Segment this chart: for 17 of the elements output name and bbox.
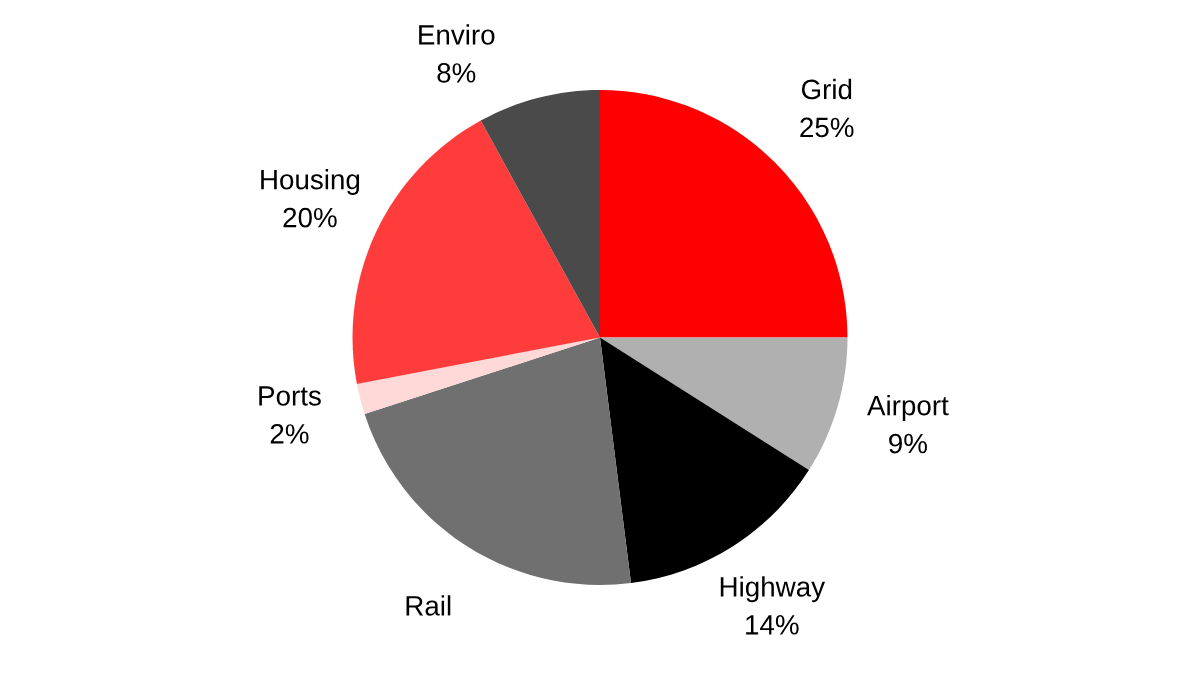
slice-label: Airport [867, 395, 949, 421]
data-label: 14% [746, 615, 799, 635]
data-label: 9% [889, 433, 927, 454]
pie-slice [356, 337, 600, 414]
data-label: 8% [437, 63, 476, 83]
slice-label: Rail [406, 595, 451, 616]
slice-label: Highway [720, 576, 826, 603]
pie-slice [480, 90, 600, 338]
data-label: 20% [283, 207, 337, 228]
data-label: 25% [800, 117, 854, 138]
data-label: 2% [270, 424, 309, 444]
pie-slice [600, 337, 848, 471]
slice-label: Grid [801, 78, 852, 100]
slice-label: Ports [259, 386, 321, 406]
pie-slice [364, 337, 632, 585]
slice-label: Housing [261, 169, 360, 195]
slice-label: Enviro [419, 24, 495, 45]
